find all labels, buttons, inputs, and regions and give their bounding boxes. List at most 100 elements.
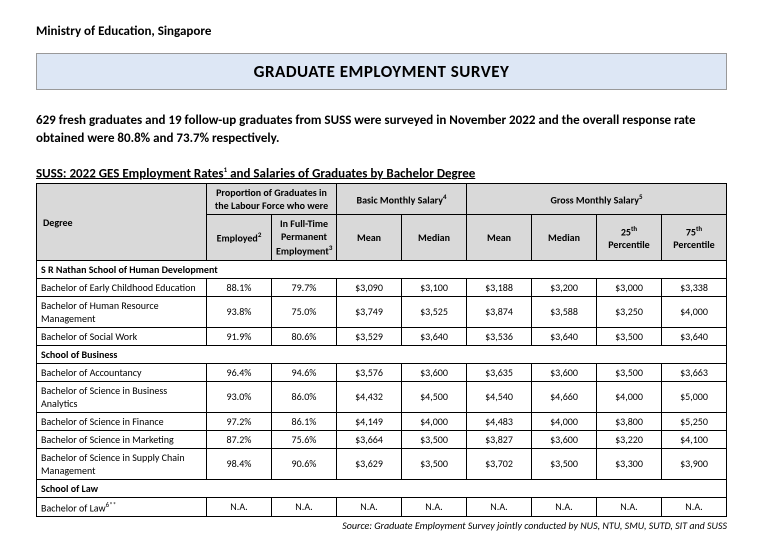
data-cell: 87.2% <box>207 430 272 448</box>
data-cell: $3,090 <box>337 278 402 296</box>
data-cell: $3,640 <box>662 327 727 345</box>
data-cell: 93.8% <box>207 296 272 327</box>
caption-prefix: SUSS: 2022 GES Employment Rates <box>36 166 224 181</box>
data-cell: $3,525 <box>402 296 467 327</box>
data-cell: $3,500 <box>402 430 467 448</box>
data-cell: 75.6% <box>272 430 337 448</box>
data-cell: N.A. <box>467 497 532 516</box>
data-cell: $3,000 <box>597 278 662 296</box>
data-cell: N.A. <box>207 497 272 516</box>
data-cell: 94.6% <box>272 363 337 381</box>
data-cell: $4,000 <box>402 412 467 430</box>
section-header: School of Business <box>37 345 727 363</box>
data-cell: 90.6% <box>272 448 337 479</box>
data-cell: 91.9% <box>207 327 272 345</box>
employment-table: Degree Proportion of Graduates in the La… <box>36 183 727 517</box>
table-row: Bachelor of Law6**N.A.N.A.N.A.N.A.N.A.N.… <box>37 497 727 516</box>
data-cell: $3,500 <box>402 448 467 479</box>
data-cell: 98.4% <box>207 448 272 479</box>
data-cell: $3,529 <box>337 327 402 345</box>
data-cell: $3,536 <box>467 327 532 345</box>
data-cell: $4,500 <box>402 381 467 412</box>
data-cell: N.A. <box>532 497 597 516</box>
th-basic-median: Median <box>402 215 467 260</box>
data-cell: N.A. <box>337 497 402 516</box>
data-cell: $4,000 <box>597 381 662 412</box>
th-employed: Employed2 <box>207 215 272 260</box>
th-gross: Gross Monthly Salary5 <box>467 184 727 215</box>
data-cell: $3,220 <box>597 430 662 448</box>
data-cell: $3,800 <box>597 412 662 430</box>
data-cell: $3,600 <box>532 363 597 381</box>
data-cell: $3,576 <box>337 363 402 381</box>
data-cell: $4,483 <box>467 412 532 430</box>
data-cell: N.A. <box>597 497 662 516</box>
data-cell: 96.4% <box>207 363 272 381</box>
page-title: GRADUATE EMPLOYMENT SURVEY <box>36 53 727 90</box>
degree-cell: Bachelor of Human Resource Management <box>37 296 207 327</box>
data-cell: N.A. <box>662 497 727 516</box>
data-cell: $3,664 <box>337 430 402 448</box>
data-cell: 88.1% <box>207 278 272 296</box>
table-row: Bachelor of Science in Marketing87.2%75.… <box>37 430 727 448</box>
th-p25: 25thPercentile <box>597 215 662 260</box>
th-degree: Degree <box>37 184 207 260</box>
data-cell: $4,100 <box>662 430 727 448</box>
data-cell: N.A. <box>272 497 337 516</box>
data-cell: $3,500 <box>532 448 597 479</box>
degree-cell: Bachelor of Social Work <box>37 327 207 345</box>
data-cell: $4,660 <box>532 381 597 412</box>
data-cell: $4,000 <box>532 412 597 430</box>
table-row: Bachelor of Science in Supply Chain Mana… <box>37 448 727 479</box>
data-cell: $3,629 <box>337 448 402 479</box>
data-cell: $4,000 <box>662 296 727 327</box>
intro-text: 629 fresh graduates and 19 follow-up gra… <box>36 112 727 147</box>
degree-cell: Bachelor of Science in Business Analytic… <box>37 381 207 412</box>
data-cell: $3,250 <box>597 296 662 327</box>
table-row: Bachelor of Early Childhood Education88.… <box>37 278 727 296</box>
section-header: School of Law <box>37 479 727 497</box>
data-cell: $3,300 <box>597 448 662 479</box>
table-row: Bachelor of Social Work91.9%80.6%$3,529$… <box>37 327 727 345</box>
data-cell: 97.2% <box>207 412 272 430</box>
data-cell: $4,540 <box>467 381 532 412</box>
th-basic-mean: Mean <box>337 215 402 260</box>
data-cell: $3,900 <box>662 448 727 479</box>
th-proportion: Proportion of Graduates in the Labour Fo… <box>207 184 337 215</box>
data-cell: 75.0% <box>272 296 337 327</box>
data-cell: 79.7% <box>272 278 337 296</box>
data-cell: $3,702 <box>467 448 532 479</box>
th-fulltime: In Full-Time Permanent Employment3 <box>272 215 337 260</box>
data-cell: 86.1% <box>272 412 337 430</box>
degree-cell: Bachelor of Accountancy <box>37 363 207 381</box>
degree-cell: Bachelor of Science in Supply Chain Mana… <box>37 448 207 479</box>
th-gross-median: Median <box>532 215 597 260</box>
data-cell: $3,640 <box>532 327 597 345</box>
degree-cell: Bachelor of Law6** <box>37 497 207 516</box>
data-cell: $3,749 <box>337 296 402 327</box>
data-cell: 86.0% <box>272 381 337 412</box>
degree-cell: Bachelor of Science in Finance <box>37 412 207 430</box>
org-name: Ministry of Education, Singapore <box>36 24 727 39</box>
table-caption: SUSS: 2022 GES Employment Rates1 and Sal… <box>36 165 727 181</box>
data-cell: $3,600 <box>402 363 467 381</box>
data-cell: $5,000 <box>662 381 727 412</box>
data-cell: $3,338 <box>662 278 727 296</box>
degree-cell: Bachelor of Early Childhood Education <box>37 278 207 296</box>
data-cell: $3,500 <box>597 327 662 345</box>
table-row: Bachelor of Science in Business Analytic… <box>37 381 727 412</box>
data-cell: $3,663 <box>662 363 727 381</box>
data-cell: 93.0% <box>207 381 272 412</box>
data-cell: 80.6% <box>272 327 337 345</box>
table-row: Bachelor of Science in Finance97.2%86.1%… <box>37 412 727 430</box>
data-cell: $3,500 <box>597 363 662 381</box>
data-cell: $3,640 <box>402 327 467 345</box>
degree-cell: Bachelor of Science in Marketing <box>37 430 207 448</box>
data-cell: $3,827 <box>467 430 532 448</box>
caption-suffix: and Salaries of Graduates by Bachelor De… <box>227 166 475 181</box>
data-cell: $3,588 <box>532 296 597 327</box>
table-row: Bachelor of Human Resource Management93.… <box>37 296 727 327</box>
th-gross-mean: Mean <box>467 215 532 260</box>
data-cell: $3,100 <box>402 278 467 296</box>
section-header: S R Nathan School of Human Development <box>37 260 727 278</box>
